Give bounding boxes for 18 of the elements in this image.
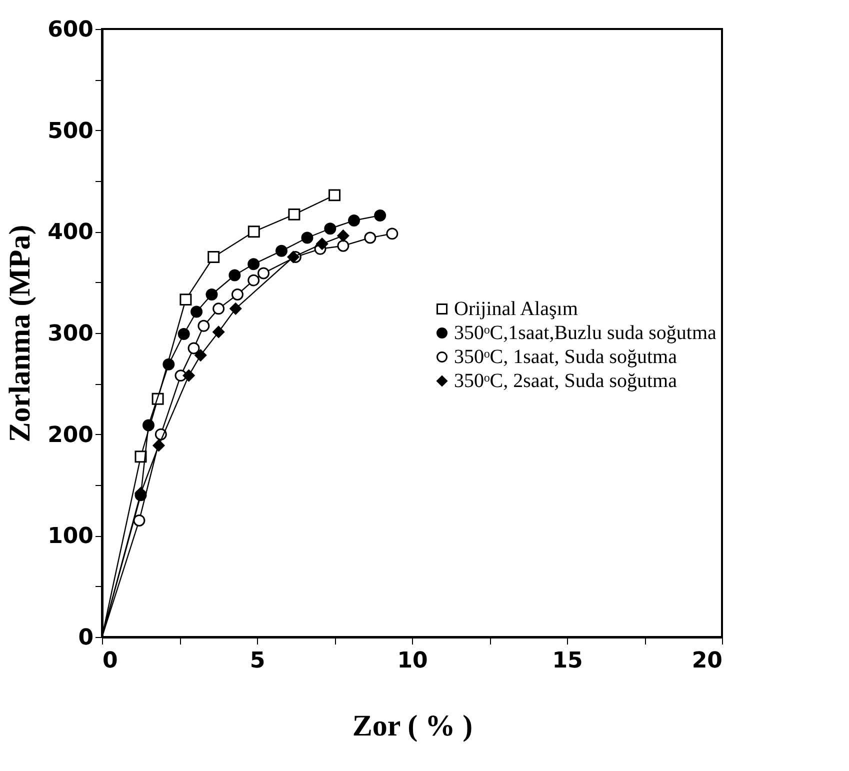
y-tick-label: 100 (48, 524, 94, 550)
x-tick-label: 20 (692, 648, 722, 674)
x-axis-title: Zor ( % ) (352, 710, 473, 742)
y-tick-label: 200 (48, 422, 94, 448)
legend-label: 350ᵒC,1saat,Buzlu suda soğutma (454, 322, 717, 344)
y-tick-label: 600 (48, 18, 94, 42)
y-tick-label: 500 (48, 118, 94, 144)
legend-label: 350ᵒC, 2saat, Suda soğutma (454, 370, 678, 392)
y-tick-label: 0 (78, 626, 94, 650)
legend-label: 350ᵒC, 1saat, Suda soğutma (454, 346, 678, 368)
x-tick-label: 10 (397, 648, 428, 674)
legend-label: Orijinal Alaşım (454, 298, 578, 320)
x-tick-label: 0 (102, 648, 118, 674)
y-axis-title: Zorlanma (MPa) (4, 224, 37, 442)
y-tick-label: 300 (48, 322, 94, 346)
y-tick-label: 400 (48, 220, 94, 246)
x-tick-label: 15 (552, 648, 583, 674)
x-tick-label: 5 (250, 648, 266, 674)
